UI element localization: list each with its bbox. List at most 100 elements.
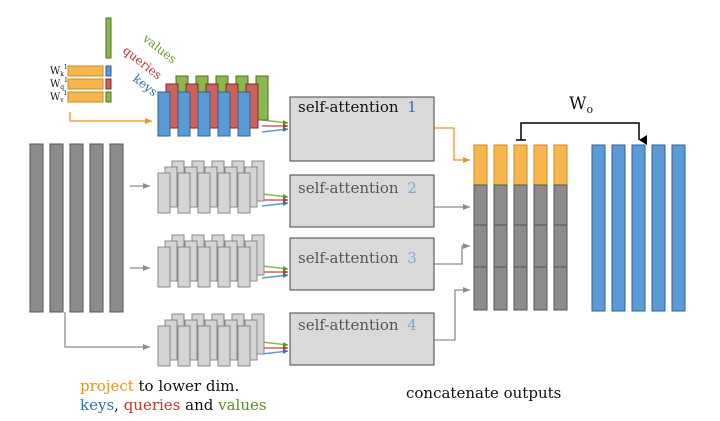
projected-vector [177,172,191,214]
weight-matrix-wv [67,91,104,103]
weight-label-wq: Wq1 [50,77,68,91]
concat-head-4-segment [553,266,568,311]
output-vector [591,144,606,312]
kqv-arrow [261,265,289,271]
concat-head-1-segment [473,144,488,186]
wo-projection: Wo [516,94,647,145]
value-weight-column [105,17,112,59]
caption-project-word: project [80,377,134,395]
caption-keys: keys [80,396,115,414]
input-vectors [29,143,124,313]
concat-head-1-segment [513,144,528,186]
kqv-stacks [157,75,269,367]
head-2-label: self-attention [298,179,399,197]
projected-vector [217,246,231,288]
projected-vector [177,325,191,367]
key-vector [237,91,251,137]
concat-head-2-segment [473,184,488,226]
orange-projection-arrow [69,112,152,124]
kqv-arrow [261,341,289,347]
input-vector [49,143,64,313]
head-3-output-arrow [434,243,470,265]
concat-head-4-segment [493,266,508,311]
attention-heads: self-attention 1 self-attention 2 self-a… [289,96,435,366]
weight-swatch-wq [105,78,112,90]
key-vector [157,91,171,137]
input-vector [89,143,104,313]
projected-vector [237,172,251,214]
caption-sep1: , [114,396,124,414]
projected-vector [237,246,251,288]
concat-head-4-segment [513,266,528,311]
kqv-arrow [261,201,289,207]
projected-vector [237,325,251,367]
concat-head-2-segment [553,184,568,226]
kqv-arrow [261,349,289,355]
concat-head-1-segment [553,144,568,186]
head-3-box: self-attention 3 [289,237,435,291]
head-4-box: self-attention 4 [289,312,435,366]
output-vector [631,144,646,312]
output-vector [611,144,626,312]
weight-label-wv: Wv1 [50,90,68,104]
concat-head-3-segment [553,224,568,268]
kqv-arrow [261,127,289,133]
head-4-number: 4 [407,316,417,334]
concat-head-3-segment [493,224,508,268]
caption-values: values [218,396,267,414]
weight-matrix-wq [67,78,104,90]
head-1-box: self-attention 1 [289,96,435,162]
concat-head-4-segment [473,266,488,311]
projected-vector [177,246,191,288]
svg-text:self-attention 3: self-attention 3 [298,249,417,267]
output-vector [651,144,666,312]
caption-queries: queries [123,396,181,414]
projected-vector [157,325,171,367]
connector-arrows [64,112,470,355]
head-1-label: self-attention [298,98,399,116]
concatenated-outputs [473,144,568,311]
head-4-label: self-attention [298,316,399,334]
caption-concatenate: concatenate outputs [406,384,562,402]
caption-sep2: and [180,396,219,414]
projected-vector [217,325,231,367]
weight-matrix-wk [67,65,104,77]
key-vector [217,91,231,137]
head-1-output-arrow [434,127,470,163]
input-vector [109,143,124,313]
projected-vector [217,172,231,214]
key-vector [197,91,211,137]
input-arrow [64,312,150,350]
caption-project-rest: to lower dim. [133,377,240,395]
wo-label: Wo [569,94,593,116]
kqv-arrow [261,193,289,199]
head-1-number: 1 [407,98,417,116]
head-3-label: self-attention [298,249,399,267]
key-vector [177,91,191,137]
caption-kqv: keys, queries and values [80,396,267,415]
concat-head-1-segment [493,144,508,186]
head-2-box: self-attention 2 [289,174,435,228]
projected-vector [157,172,171,214]
svg-text:self-attention 4: self-attention 4 [298,316,417,334]
head-3-number: 3 [407,249,417,267]
projected-vector [197,172,211,214]
concat-head-3-segment [513,224,528,268]
svg-text:self-attention 1: self-attention 1 [298,98,417,116]
weight-swatch-wk [105,65,112,77]
concat-head-1-segment [533,144,548,186]
output-vector [671,144,686,312]
concat-head-2-segment [493,184,508,226]
concat-head-3-segment [473,224,488,268]
input-vector [69,143,84,313]
projected-vector [197,246,211,288]
kqv-arrow [261,273,289,279]
weight-swatch-wv [105,91,112,103]
projected-vector [197,325,211,367]
input-vector [29,143,44,313]
output-vectors [591,144,686,312]
caption-project: project to lower dim. [80,377,239,396]
concat-head-4-segment [533,266,548,311]
